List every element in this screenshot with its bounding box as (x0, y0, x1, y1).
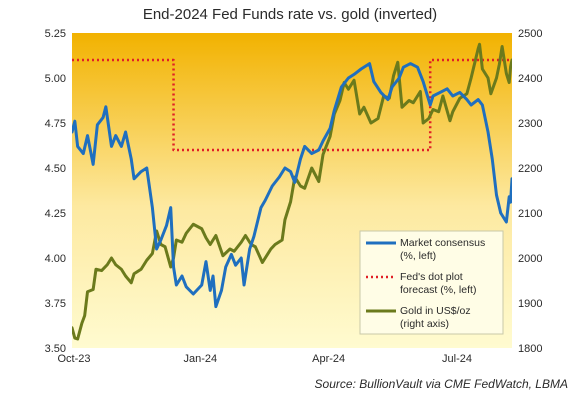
legend-label-market-consensus-1: Market consensus (400, 237, 485, 249)
y-left-tick-label: 3.75 (45, 298, 66, 310)
source-note: Source: BullionVault via CME FedWatch, L… (315, 377, 568, 391)
y-left-tick-label: 4.50 (45, 163, 66, 175)
y-right-tick-label: 1900 (518, 298, 542, 310)
legend: Market consensus (%, left) Fed's dot plo… (359, 230, 504, 335)
y-axis-left: 3.50 3.75 4.00 4.25 4.50 4.75 5.00 5.25 (45, 28, 66, 355)
x-tick-label: Apr-24 (312, 353, 345, 365)
x-tick-label: Oct-23 (57, 353, 90, 365)
legend-box (359, 230, 504, 335)
y-right-tick-label: 2000 (518, 253, 542, 265)
legend-label-dot-plot-1: Fed's dot plot (400, 271, 463, 283)
y-left-tick-label: 5.00 (45, 73, 66, 85)
series-layer (72, 42, 512, 341)
y-right-tick-label: 1800 (518, 343, 542, 355)
y-right-tick-label: 2300 (518, 118, 542, 130)
y-left-tick-label: 4.00 (45, 253, 66, 265)
legend-label-market-consensus-2: (%, left) (400, 250, 436, 262)
y-right-tick-label: 2100 (518, 208, 542, 220)
legend-label-dot-plot-2: forecast (%, left) (400, 284, 476, 296)
y-right-tick-label: 2200 (518, 163, 542, 175)
y-left-tick-label: 5.25 (45, 28, 66, 40)
y-right-tick-label: 2500 (518, 28, 542, 40)
series-line-1 (72, 58, 512, 152)
x-axis: Oct-23 Jan-24 Apr-24 Jul-24 (57, 353, 471, 365)
chart-title: End-2024 Fed Funds rate vs. gold (invert… (143, 6, 437, 23)
y-right-tick-label: 2400 (518, 73, 542, 85)
x-tick-label: Jan-24 (184, 353, 218, 365)
y-left-tick-label: 4.25 (45, 208, 66, 220)
x-tick-label: Jul-24 (442, 353, 472, 365)
series-line-0 (72, 62, 512, 309)
y-axis-right: 1800 1900 2000 2100 2200 2300 2400 2500 (518, 28, 542, 355)
y-left-tick-label: 3.50 (45, 343, 66, 355)
legend-label-gold-2: (right axis) (400, 318, 449, 330)
legend-label-gold-1: Gold in US$/oz (400, 305, 471, 317)
y-left-tick-label: 4.75 (45, 118, 66, 130)
